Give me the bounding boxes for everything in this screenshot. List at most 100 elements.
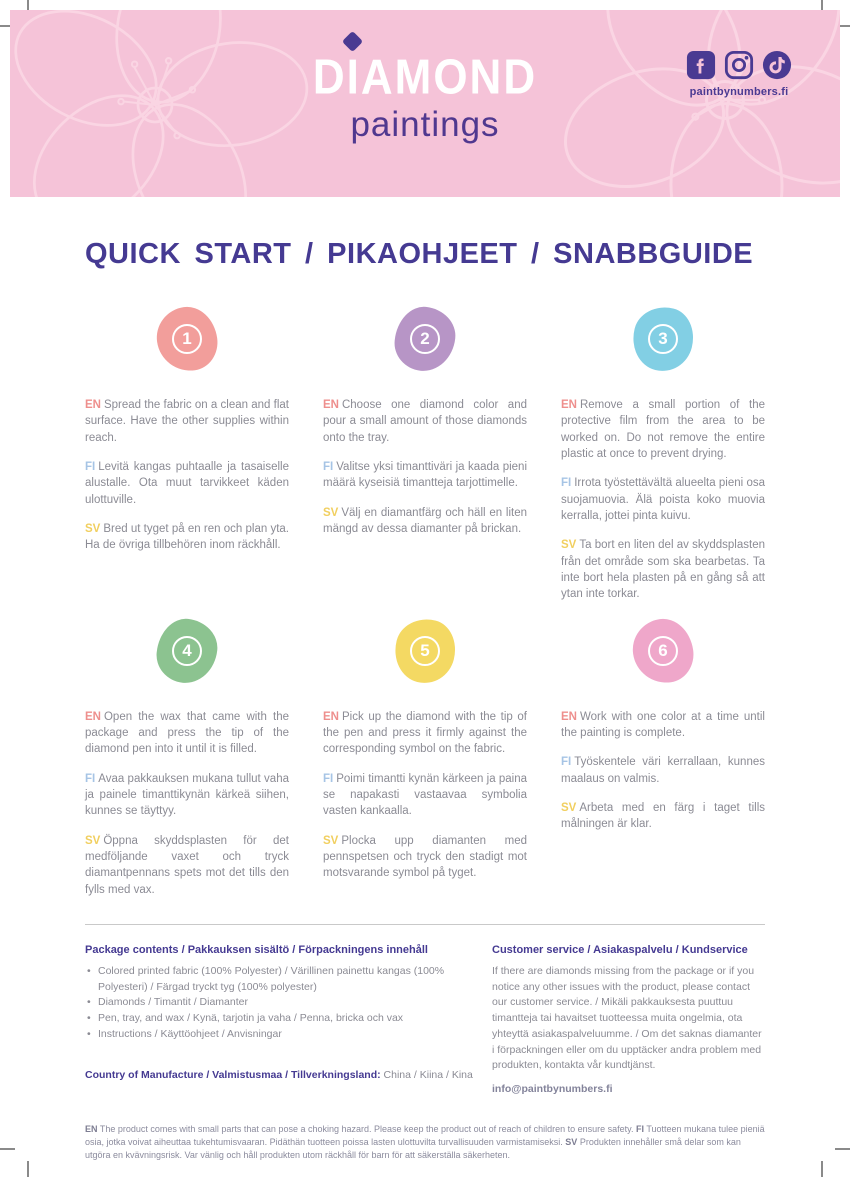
step-1-text-sv: SV Bred ut tyget på en ren och plan yta. … [85, 521, 289, 554]
lang-label-fi: FI [323, 772, 334, 785]
step-3-badge-blob: 3 [626, 300, 700, 378]
step-2-en: Choose one diamond color and pour a smal… [323, 399, 527, 444]
manufacture-label: Country of Manufacture / Valmistusmaa / … [85, 1068, 381, 1081]
tiktok-icon[interactable] [762, 50, 792, 80]
step-4-badge-blob: 4 [153, 615, 221, 686]
lang-label-en: EN [561, 710, 577, 723]
brand-logo: DIAMOND paintings [10, 10, 840, 142]
step-4-text-sv: SV Öppna skyddsplasten för det medföljand… [85, 833, 289, 898]
step-6-fi: Työskentele väri kerrallaan, kunnes maal… [561, 756, 765, 785]
package-item: Diamonds / Timantit / Diamanter [85, 995, 485, 1011]
lang-label-en: EN [323, 399, 339, 411]
step-3-text-sv: SV Ta bort en liten del av skyddsplasten … [561, 537, 765, 602]
step-4-number: 4 [172, 635, 202, 666]
step-1: 1 EN Spread the fabric on a clean and fla… [85, 303, 289, 603]
crop-mark [27, 1161, 29, 1177]
website-url[interactable]: paintbynumbers.fi [689, 86, 789, 98]
step-1-en: Spread the fabric on a clean and flat su… [85, 399, 289, 444]
step-6: 6 EN Work with one color at a time until … [561, 614, 765, 898]
crop-mark [821, 1161, 823, 1177]
step-6-badge-blob: 6 [628, 614, 698, 687]
step-2-badge-blob: 2 [391, 304, 459, 374]
step-3: 3 EN Remove a small portion of the protec… [561, 300, 765, 603]
section-divider [85, 923, 765, 925]
step-1-text-en: EN Spread the fabric on a clean and flat … [85, 397, 289, 446]
step-3-number: 3 [648, 324, 678, 354]
step-3-badge-area: 3 [561, 300, 765, 378]
step-5-fi: Poimi timantti kynän kärkeen ja paina se… [323, 772, 527, 818]
step-1-fi: Levitä kangas puhtaalle ja tasaiselle al… [85, 460, 289, 506]
lang-label-en: EN [323, 710, 339, 723]
lang-label-sv: SV [561, 539, 577, 552]
step-6-text-en: EN Work with one color at a time until th… [561, 709, 765, 742]
step-5-text-sv: SV Plocka upp diamanten med pennspetsen o… [323, 833, 527, 882]
step-6-badge-area: 6 [561, 614, 765, 687]
customer-service-email[interactable]: info@paintbynumbers.fi [492, 1083, 613, 1096]
step-1-badge-blob: 1 [152, 303, 222, 375]
safety-label-en: EN [85, 1124, 98, 1135]
instagram-icon[interactable] [724, 50, 754, 80]
step-5-text-fi: FI Poimi timantti kynän kärkeen ja paina … [323, 771, 527, 820]
step-2: 2 EN Choose one diamond color and pour a … [323, 304, 527, 603]
crop-mark [835, 1148, 850, 1150]
package-contents-list: Colored printed fabric (100% Polyester) … [85, 964, 485, 1043]
step-4-text-en: EN Open the wax that came with the packag… [85, 709, 289, 758]
diamond-gem-icon [341, 30, 364, 53]
step-6-sv: Arbeta med en färg i taget tills målning… [561, 801, 765, 831]
step-5-number: 5 [410, 635, 440, 666]
lang-label-fi: FI [323, 460, 334, 473]
step-3-text-en: EN Remove a small portion of the protecti… [561, 397, 765, 462]
step-1-text-fi: FI Levitä kangas puhtaalle ja tasaiselle … [85, 459, 289, 508]
package-contents-heading: Package contents / Pakkauksen sisältö / … [85, 943, 428, 956]
step-1-sv: Bred ut tyget på en ren och plan yta. Ha… [85, 522, 289, 552]
steps-row-2: 4 EN Open the wax that came with the pack… [85, 612, 765, 898]
country-of-manufacture: Country of Manufacture / Valmistusmaa / … [85, 1068, 485, 1083]
step-3-text-fi: FI Irrota työstettävältä alueelta pieni o… [561, 475, 765, 524]
lang-label-fi: FI [561, 756, 572, 769]
package-item: Colored printed fabric (100% Polyester) … [85, 964, 485, 996]
lang-label-fi: FI [85, 460, 96, 473]
step-4: 4 EN Open the wax that came with the pack… [85, 615, 289, 898]
customer-service-column: Customer service / Asiakaspalvelu / Kund… [492, 943, 765, 1095]
step-6-number: 6 [648, 635, 678, 666]
step-5-badge-blob: 5 [388, 612, 462, 689]
crop-mark [835, 25, 850, 27]
facebook-icon[interactable] [686, 50, 716, 80]
customer-service-body: If there are diamonds missing from the p… [492, 964, 762, 1072]
header-banner: DIAMOND paintings [10, 10, 840, 197]
lang-label-fi: FI [85, 772, 96, 785]
lang-label-sv: SV [323, 834, 339, 847]
step-2-sv: Välj en diamantfärg och häll en liten mä… [323, 506, 527, 535]
manufacture-value: China / Kiina / Kina [383, 1068, 473, 1081]
package-item: Instructions / Käyttöohjeet / Anvisninga… [85, 1027, 485, 1043]
package-contents-column: Package contents / Pakkauksen sisältö / … [85, 943, 485, 1095]
step-2-fi: Valitse yksi timanttiväri ja kaada pieni… [323, 460, 527, 490]
lang-label-sv: SV [323, 506, 339, 519]
crop-mark [821, 0, 823, 13]
customer-service-heading: Customer service / Asiakaspalvelu / Kund… [492, 943, 748, 956]
lang-label-en: EN [85, 710, 101, 723]
info-section: Package contents / Pakkauksen sisältö / … [85, 943, 765, 1095]
flower-art-left-icon [14, 10, 309, 197]
step-3-sv: Ta bort en liten del av skyddsplasten fr… [561, 539, 765, 601]
step-4-fi: Avaa pakkauksen mukana tullut vaha ja pa… [85, 772, 289, 818]
step-1-number: 1 [172, 324, 202, 354]
step-6-text-fi: FI Työskentele väri kerrallaan, kunnes ma… [561, 754, 765, 787]
page-title: QUICK START / PIKAOHJEET / SNABBGUIDE [85, 238, 754, 270]
step-3-fi: Irrota työstettävältä alueelta pieni osa… [561, 477, 765, 522]
lang-label-sv: SV [85, 834, 101, 847]
step-4-text-fi: FI Avaa pakkauksen mukana tullut vaha ja … [85, 771, 289, 820]
step-5-badge-area: 5 [323, 612, 527, 689]
lang-label-en: EN [561, 399, 577, 411]
safety-text-en: The product comes with small parts that … [99, 1124, 634, 1135]
step-2-badge-area: 2 [323, 304, 527, 374]
step-4-badge-area: 4 [85, 615, 289, 686]
step-5-en: Pick up the diamond with the tip of the … [323, 710, 527, 756]
step-6-en: Work with one color at a time until the … [561, 710, 765, 739]
step-6-text-sv: SV Arbeta med en färg i taget tills målni… [561, 800, 765, 833]
step-2-text-fi: FI Valitse yksi timanttiväri ja kaada pie… [323, 459, 527, 492]
step-5-sv: Plocka upp diamanten med pennspetsen och… [323, 834, 527, 880]
lang-label-fi: FI [561, 477, 572, 490]
logo-subtitle: paintings [350, 105, 500, 144]
